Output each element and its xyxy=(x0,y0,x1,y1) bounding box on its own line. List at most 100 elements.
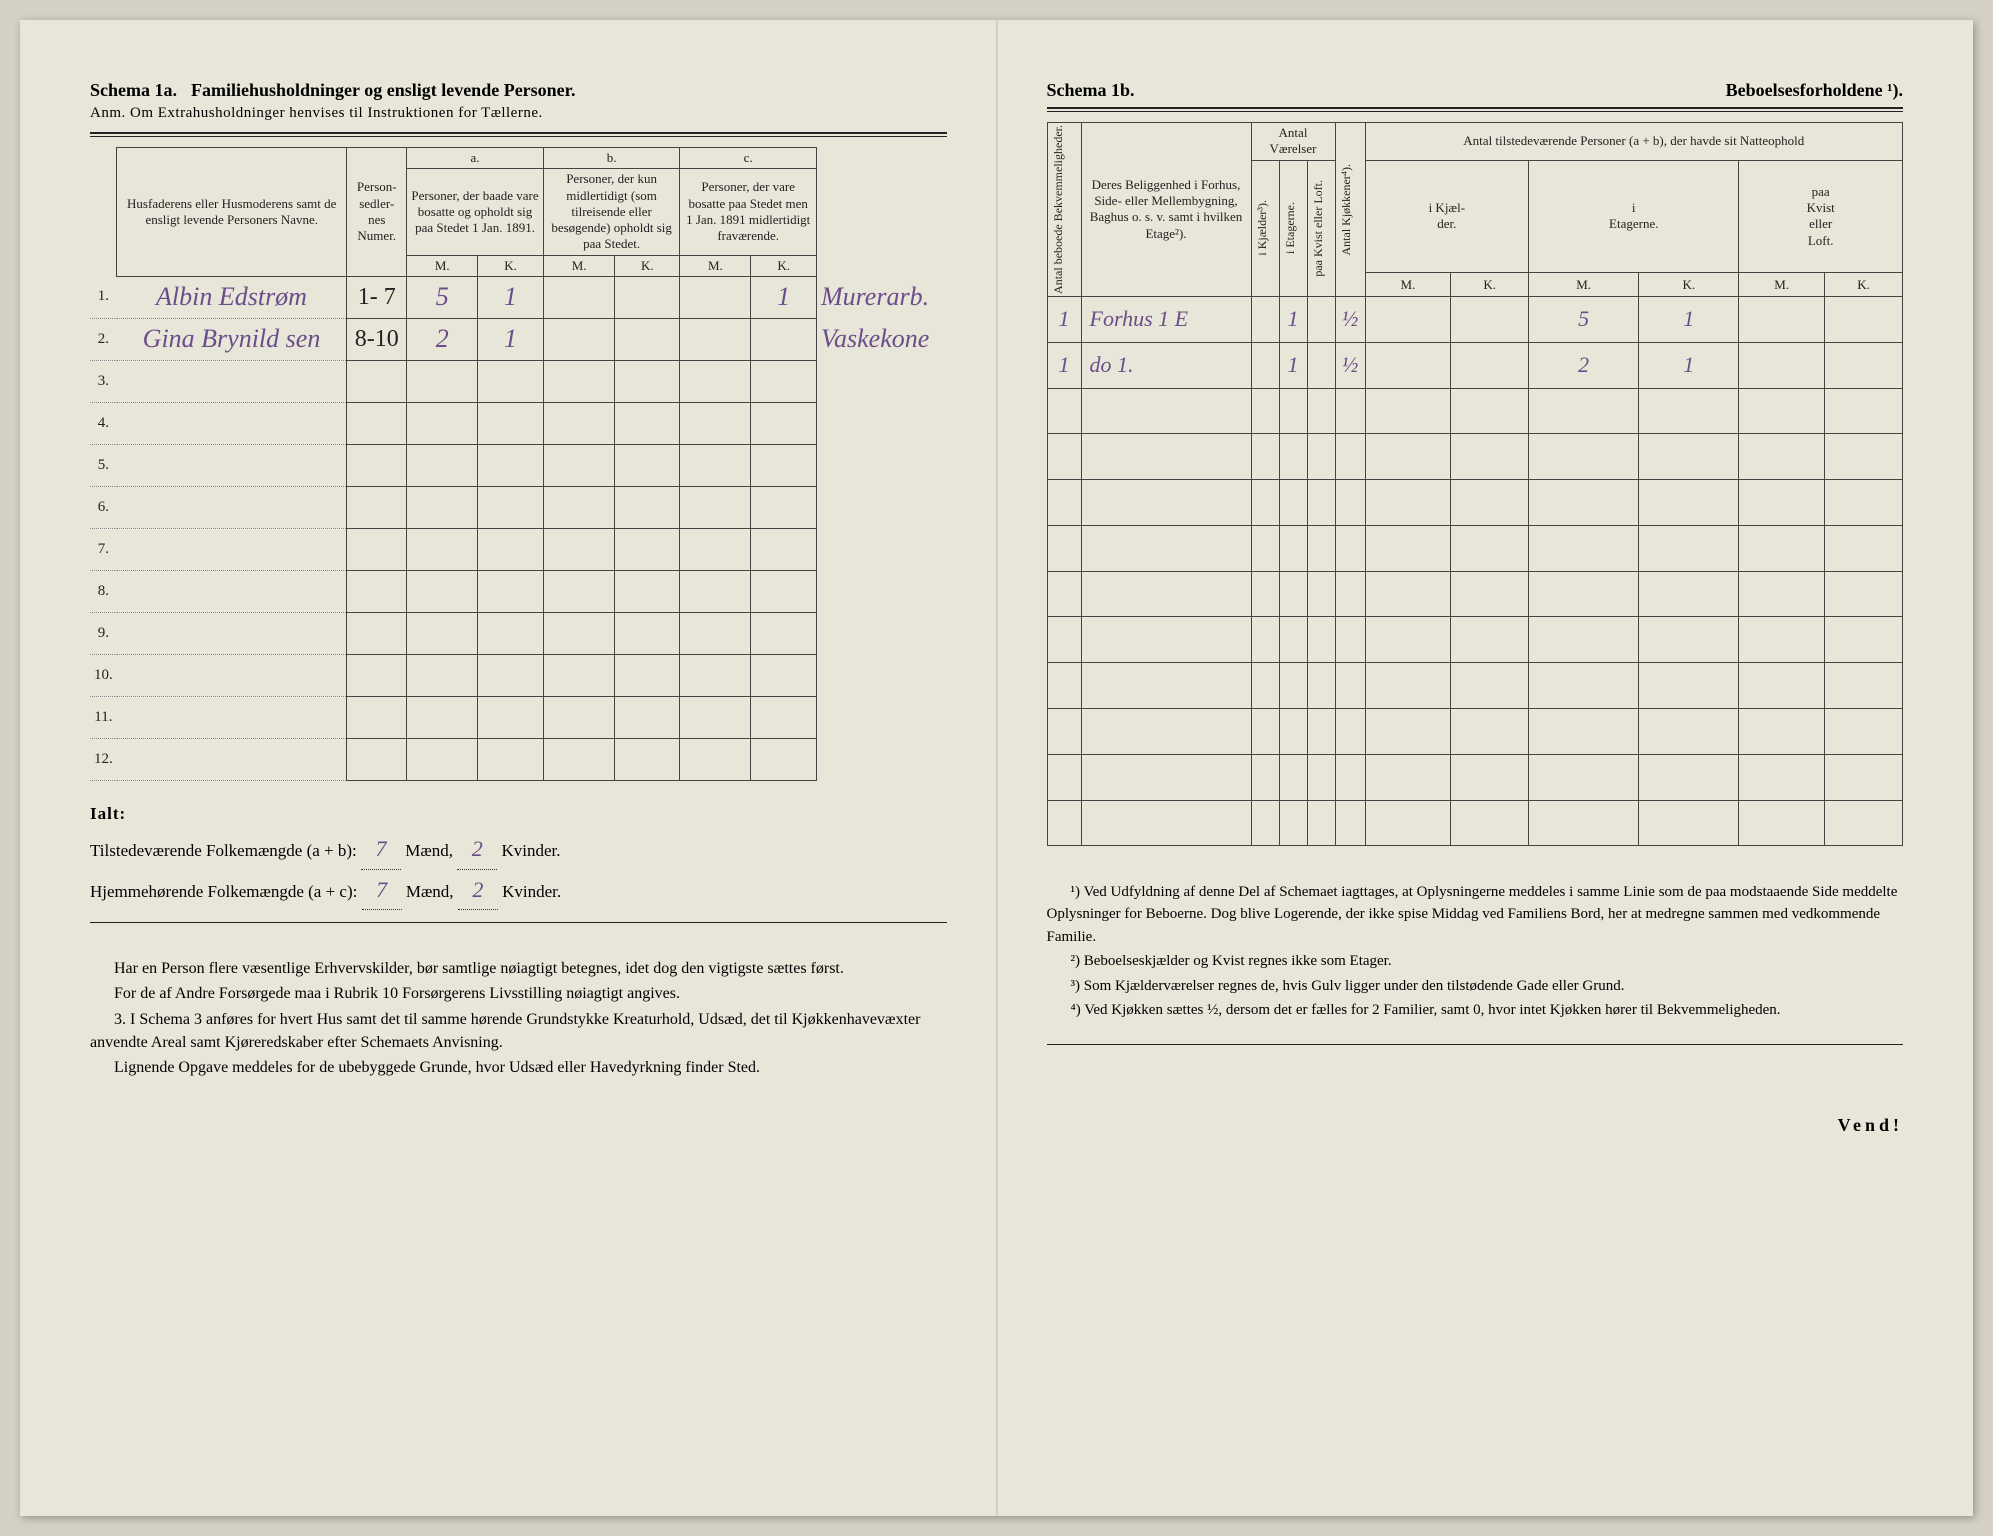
right-title-row: Schema 1b. Beboelsesforholdene ¹). xyxy=(1047,80,1904,101)
row-note xyxy=(817,402,947,444)
etK xyxy=(1639,800,1739,846)
bekv xyxy=(1047,480,1081,526)
belig xyxy=(1081,434,1251,480)
vkv xyxy=(1307,388,1335,434)
row-note xyxy=(817,444,947,486)
person-num xyxy=(347,528,407,570)
maend: Mænd, xyxy=(405,841,453,860)
maend: Mænd, xyxy=(406,882,454,901)
bekv xyxy=(1047,754,1081,800)
kjK xyxy=(1451,388,1529,434)
table-row xyxy=(1047,754,1903,800)
aK xyxy=(478,654,544,696)
row-note xyxy=(817,570,947,612)
kvK xyxy=(1825,434,1903,480)
kjM xyxy=(1365,617,1451,663)
col-vet: i Etagerne. xyxy=(1284,202,1297,254)
table-row xyxy=(1047,708,1903,754)
aM: 5 xyxy=(407,276,478,318)
kjM xyxy=(1365,434,1451,480)
vet xyxy=(1279,800,1307,846)
kvM xyxy=(1739,571,1825,617)
schema-1b-table: Antal beboede Bekvemmeligheder. Deres Be… xyxy=(1047,122,1904,801)
name-cell xyxy=(117,486,347,528)
footnote-line: ¹) Ved Udfyldning af denne Del af Schema… xyxy=(1047,881,1904,949)
bekv xyxy=(1047,525,1081,571)
mk: K. xyxy=(1825,273,1903,296)
kjok xyxy=(1335,663,1365,709)
name-cell xyxy=(117,444,347,486)
name-cell: Gina Brynild sen xyxy=(117,318,347,360)
etK: 1 xyxy=(1639,296,1739,342)
bekv: 1 xyxy=(1047,296,1081,342)
bK xyxy=(615,486,680,528)
table-row xyxy=(1047,617,1903,663)
row-note xyxy=(817,612,947,654)
etK xyxy=(1639,525,1739,571)
cK xyxy=(751,486,817,528)
person-num xyxy=(347,444,407,486)
kjK xyxy=(1451,571,1529,617)
kvinder: Kvinder. xyxy=(501,841,560,860)
row-num: 11. xyxy=(90,696,117,738)
vet xyxy=(1279,388,1307,434)
name-cell xyxy=(117,402,347,444)
vet xyxy=(1279,754,1307,800)
kvM xyxy=(1739,708,1825,754)
aM xyxy=(407,612,478,654)
table-row: 4. xyxy=(90,402,947,444)
left-leaf: Schema 1a. Familiehusholdninger og ensli… xyxy=(20,20,997,1516)
footnote-line: ⁴) Ved Kjøkken sættes ½, dersom det er f… xyxy=(1047,999,1904,1022)
etK xyxy=(1639,663,1739,709)
row-num: 6. xyxy=(90,486,117,528)
kjK xyxy=(1451,754,1529,800)
kvM xyxy=(1739,434,1825,480)
bM xyxy=(543,528,615,570)
row-num: 7. xyxy=(90,528,117,570)
row-num: 10. xyxy=(90,654,117,696)
name-cell xyxy=(117,528,347,570)
belig xyxy=(1081,800,1251,846)
tilstede-k: 2 xyxy=(457,829,497,870)
row-note: Murerarb. xyxy=(817,276,947,318)
kjK xyxy=(1451,708,1529,754)
aK: 1 xyxy=(478,276,544,318)
table-row: 3. xyxy=(90,360,947,402)
schema-1a-label: Schema 1a. xyxy=(90,80,177,100)
etK xyxy=(1639,571,1739,617)
col-a-label: a. xyxy=(407,148,544,169)
table-row xyxy=(1047,571,1903,617)
vet xyxy=(1279,434,1307,480)
kjK xyxy=(1451,480,1529,526)
table-row: 11. xyxy=(90,696,947,738)
col-person-num: Person- sedler- nes Numer. xyxy=(347,148,407,277)
cM xyxy=(680,696,751,738)
kjok xyxy=(1335,434,1365,480)
mk: K. xyxy=(478,255,544,276)
cM xyxy=(680,738,751,780)
kjok xyxy=(1335,708,1365,754)
etM: 5 xyxy=(1529,296,1639,342)
row-num: 2. xyxy=(90,318,117,360)
vkj xyxy=(1251,754,1279,800)
table-row xyxy=(1047,800,1903,846)
aK: 1 xyxy=(478,318,544,360)
bK xyxy=(615,738,680,780)
aK xyxy=(478,486,544,528)
kjok xyxy=(1335,388,1365,434)
ialt-label: Ialt: xyxy=(90,804,126,823)
aM xyxy=(407,654,478,696)
aM xyxy=(407,528,478,570)
cK xyxy=(751,570,817,612)
cK xyxy=(751,528,817,570)
bM xyxy=(543,654,615,696)
vkv xyxy=(1307,571,1335,617)
etM xyxy=(1529,800,1639,846)
kvK xyxy=(1825,663,1903,709)
etK xyxy=(1639,617,1739,663)
table-row xyxy=(1047,663,1903,709)
cM xyxy=(680,486,751,528)
name-cell xyxy=(117,738,347,780)
mk: M. xyxy=(543,255,615,276)
schema-1b-label: Schema 1b. xyxy=(1047,80,1135,101)
